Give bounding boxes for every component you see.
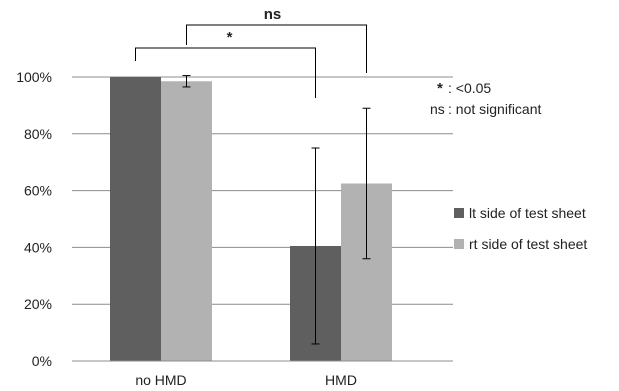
note-text: : <0.05 <box>448 80 491 96</box>
category-label: HMD <box>325 372 357 388</box>
y-tick-label: 80% <box>24 126 52 142</box>
y-axis-ticks: 0% 20% 40% 60% 80% 100% <box>16 69 52 369</box>
y-tick-label: 60% <box>24 183 52 199</box>
significance-label: ns <box>264 6 282 23</box>
bars <box>110 77 392 361</box>
legend: lt side of test sheet rt side of test she… <box>454 205 587 252</box>
significance-bracket <box>186 24 367 73</box>
bar <box>161 81 212 361</box>
category-label: no HMD <box>135 372 186 388</box>
category-labels: no HMD HMD <box>135 372 357 388</box>
legend-label: rt side of test sheet <box>469 236 587 252</box>
legend-swatch <box>454 239 464 249</box>
significance-bracket <box>135 47 316 98</box>
y-tick-label: 100% <box>16 69 52 85</box>
y-tick-label: 40% <box>24 239 52 255</box>
note-symbol: ns <box>430 101 445 117</box>
note-symbol: * <box>437 80 443 97</box>
y-tick-label: 0% <box>32 353 52 369</box>
bar <box>110 77 161 361</box>
error-bars <box>182 75 371 345</box>
legend-swatch <box>454 208 464 218</box>
significance-label: * <box>227 29 233 46</box>
y-tick-label: 20% <box>24 296 52 312</box>
note-text: : not significant <box>448 101 541 117</box>
significance-brackets: * ns <box>135 6 367 98</box>
legend-label: lt side of test sheet <box>469 205 586 221</box>
